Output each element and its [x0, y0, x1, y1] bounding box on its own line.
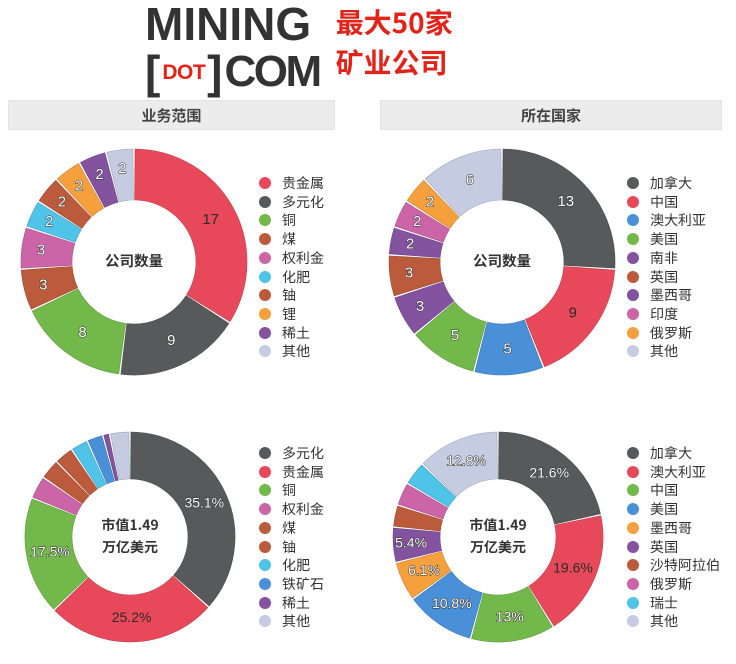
svg-text:3: 3: [39, 276, 47, 293]
svg-text:8: 8: [78, 324, 86, 341]
svg-text:5: 5: [503, 340, 511, 357]
svg-text:2: 2: [58, 193, 66, 210]
svg-text:市值1.49: 市值1.49: [101, 515, 158, 535]
svg-text:5.4%: 5.4%: [395, 534, 427, 550]
svg-text:2: 2: [426, 193, 434, 210]
svg-text:3: 3: [416, 298, 424, 315]
svg-text:17: 17: [202, 211, 219, 228]
svg-text:13%: 13%: [496, 608, 524, 624]
svg-text:2: 2: [413, 213, 421, 230]
svg-text:2: 2: [75, 177, 83, 194]
svg-text:公司数量: 公司数量: [105, 250, 163, 271]
svg-text:公司数量: 公司数量: [473, 250, 531, 271]
svg-text:6: 6: [466, 172, 474, 189]
svg-text:9: 9: [569, 304, 577, 321]
svg-text:10.8%: 10.8%: [432, 595, 472, 611]
svg-text:25.2%: 25.2%: [112, 609, 152, 625]
svg-text:2: 2: [118, 160, 126, 177]
svg-text:12.8%: 12.8%: [446, 453, 486, 469]
svg-text:13: 13: [557, 193, 574, 210]
svg-text:9: 9: [167, 332, 175, 349]
svg-text:17.5%: 17.5%: [30, 543, 70, 559]
svg-text:19.6%: 19.6%: [553, 560, 593, 576]
svg-text:万亿美元: 万亿美元: [102, 537, 158, 557]
svg-text:3: 3: [37, 241, 45, 258]
svg-text:2: 2: [95, 166, 103, 183]
svg-text:万亿美元: 万亿美元: [470, 537, 526, 557]
svg-text:5: 5: [451, 327, 459, 344]
svg-text:6.1%: 6.1%: [408, 562, 440, 578]
svg-text:2: 2: [45, 213, 53, 230]
svg-text:35.1%: 35.1%: [184, 494, 224, 510]
svg-text:市值1.49: 市值1.49: [469, 515, 526, 535]
svg-text:3: 3: [405, 265, 413, 282]
svg-text:2: 2: [406, 235, 414, 252]
svg-text:21.6%: 21.6%: [529, 464, 569, 480]
